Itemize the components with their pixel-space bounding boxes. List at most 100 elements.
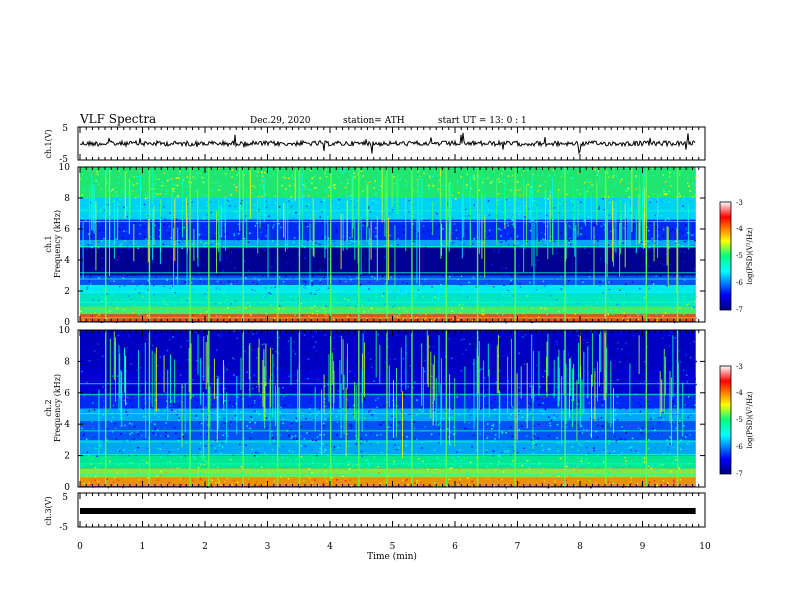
- spectrogram-pixel: [211, 181, 214, 184]
- spectrogram-pixel: [352, 377, 355, 380]
- spectrogram-pixel: [489, 260, 492, 263]
- spectrogram-pixel: [465, 349, 467, 351]
- spectrogram-pixel: [206, 214, 208, 216]
- spectrogram-pixel: [282, 418, 285, 421]
- spectrogram-pixel: [369, 302, 371, 304]
- spectrogram-pixel: [307, 270, 309, 273]
- spectrogram-pixel: [393, 295, 396, 298]
- spectrogram-pixel: [598, 431, 600, 433]
- spectrogram-pixel: [369, 409, 371, 411]
- spectrogram-pixel: [126, 346, 128, 349]
- spectrogram-pixel: [287, 478, 290, 480]
- spectrogram-pixel: [112, 252, 115, 255]
- spectrogram-pixel: [318, 467, 320, 470]
- spectrogram-pixel: [615, 413, 617, 416]
- spectrogram-pixel: [597, 424, 599, 427]
- spectrogram-pixel: [560, 202, 562, 205]
- spectrogram-pixel: [492, 286, 495, 288]
- spectrogram-pixel: [455, 198, 457, 200]
- spectrogram-pixel: [291, 196, 293, 199]
- spectrogram-pixel: [518, 482, 520, 484]
- spectrogram-pixel: [479, 177, 481, 180]
- spectrogram-pixel: [613, 342, 616, 344]
- spectrogram-pixel: [316, 313, 318, 316]
- spectrogram-pixel: [404, 420, 407, 423]
- spectrogram-pixel: [648, 343, 650, 346]
- spectrogram-pixel: [678, 467, 680, 470]
- spectrogram-pixel: [380, 404, 382, 407]
- spectrogram-pixel: [621, 438, 623, 440]
- spectrogram-pixel: [160, 189, 163, 191]
- spectrogram-pixel: [312, 335, 314, 338]
- spectrogram-pixel: [246, 371, 248, 373]
- spectrogram-pixel: [371, 342, 374, 345]
- spectrogram-pixel: [245, 278, 247, 281]
- spectrogram-pixel: [421, 306, 423, 308]
- spectrogram-pixel: [486, 389, 488, 391]
- spectrogram-pixel: [567, 353, 570, 355]
- spectrogram-pixel: [640, 241, 642, 243]
- spectrogram-pixel: [516, 273, 519, 276]
- spectrogram-pixel: [253, 171, 256, 173]
- spectrogram-pixel: [324, 418, 326, 420]
- spectrogram-pixel: [484, 189, 486, 192]
- spectrogram-pixel: [229, 424, 231, 427]
- spectrogram-pixel: [438, 433, 440, 435]
- spectrogram-pixel: [680, 448, 682, 451]
- spectrogram-pixel: [686, 210, 688, 213]
- ch1-waveform-panel: 5 -5 ch.1(V): [44, 124, 706, 165]
- spectrogram-pixel: [649, 201, 651, 204]
- spectrogram-pixel: [291, 422, 293, 424]
- spectrogram-pixel: [241, 451, 243, 454]
- spectrogram-pixel: [272, 226, 274, 228]
- spectrogram-pixel: [133, 304, 136, 307]
- spectrogram-pixel: [347, 299, 350, 301]
- spectrogram-pixel: [552, 169, 555, 171]
- spectrogram-pixel: [152, 381, 154, 383]
- spectrogram-pixel: [198, 272, 200, 275]
- spectrogram-pixel: [625, 432, 627, 434]
- spectrogram-pixel: [138, 292, 141, 294]
- spectrogram-streak: [124, 172, 126, 219]
- spectrogram-pixel: [360, 442, 362, 445]
- spectrogram-pixel: [571, 176, 574, 178]
- spectrogram-pixel: [511, 282, 513, 284]
- spectrogram-pixel: [188, 466, 190, 469]
- spectrogram-pixel: [348, 372, 351, 374]
- spectrogram-pixel: [669, 359, 672, 362]
- spectrogram-pixel: [142, 340, 144, 342]
- spectrogram-pixel: [460, 284, 462, 286]
- spectrogram-pixel: [194, 177, 197, 179]
- spectrogram-pixel: [283, 256, 286, 258]
- spectrogram-pixel: [379, 317, 382, 319]
- spectrogram-pixel: [519, 205, 522, 208]
- spectrogram-pixel: [625, 407, 628, 410]
- spectrogram-pixel: [407, 405, 410, 408]
- start-time-label: start UT = 13: 0 : 1: [438, 116, 527, 126]
- spectrogram-pixel: [583, 181, 586, 184]
- spectrogram-pixel: [581, 167, 583, 169]
- spectrogram-pixel: [571, 177, 573, 180]
- spectrogram-pixel: [690, 389, 693, 392]
- spectrogram-pixel: [237, 393, 240, 395]
- spectrogram-pixel: [142, 278, 145, 281]
- spectrogram-pixel: [348, 275, 350, 278]
- spectrogram-pixel: [602, 287, 604, 289]
- spectrogram-pixel: [352, 277, 355, 279]
- spectrogram-pixel: [466, 173, 468, 176]
- spectrogram-pixel: [510, 268, 512, 270]
- spectrogram-pixel: [135, 386, 137, 388]
- spectrogram-pixel: [593, 464, 596, 466]
- spectrogram-pixel: [290, 205, 293, 208]
- spectrogram-pixel: [257, 412, 259, 414]
- spectrogram-pixel: [610, 230, 612, 233]
- spectrogram-pixel: [340, 289, 342, 292]
- spectrogram-pixel: [142, 266, 145, 269]
- spectrogram-pixel: [607, 421, 610, 423]
- spectrogram-pixel: [251, 289, 253, 291]
- spectrogram-pixel: [497, 298, 499, 301]
- spectrogram-pixel: [602, 461, 605, 463]
- spectrogram-streak: [606, 215, 608, 264]
- spectrogram-pixel: [639, 377, 641, 379]
- spectrogram-pixel: [568, 237, 571, 239]
